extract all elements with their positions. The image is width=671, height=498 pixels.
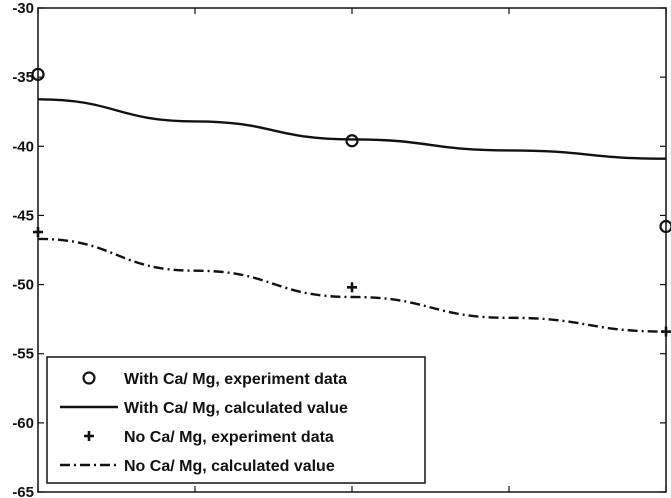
legend-label-no-camg-experiment: No Ca/ Mg, experiment data (124, 429, 334, 446)
legend: With Ca/ Mg, experiment data With Ca/ Mg… (46, 356, 426, 484)
y-tick-label: -45 (12, 207, 34, 224)
data-point-circle (659, 219, 671, 234)
y-tick-label: -50 (12, 277, 34, 294)
legend-box (46, 356, 426, 484)
series-layer (31, 67, 671, 337)
y-tick-label: -40 (12, 138, 34, 155)
legend-label-with-camg-experiment: With Ca/ Mg, experiment data (124, 371, 347, 388)
y-tick-label: -65 (12, 484, 34, 498)
x-axis (37, 8, 667, 492)
legend-label-no-camg-calculated: No Ca/ Mg, calculated value (124, 458, 335, 475)
y-tick-label: -60 (12, 415, 34, 432)
data-point-circle (31, 67, 45, 81)
legend-plus-marker (84, 431, 94, 441)
series-line-3 (37, 237, 667, 333)
legend-label-with-camg-calculated: With Ca/ Mg, calculated value (124, 400, 348, 417)
y-tick-label: -35 (12, 69, 34, 86)
y-axis: -30 -35 -40 -45 -50 -55 -60 -65 (12, 0, 666, 498)
legend-samples (60, 371, 118, 467)
series-line-1 (37, 98, 667, 160)
legend-circle-marker (82, 371, 96, 385)
data-point-plus (347, 282, 357, 293)
data-point-circle (345, 134, 359, 148)
y-tick-label: -55 (12, 346, 34, 363)
y-tick-label: -30 (12, 0, 34, 17)
data-point-plus (33, 227, 43, 238)
